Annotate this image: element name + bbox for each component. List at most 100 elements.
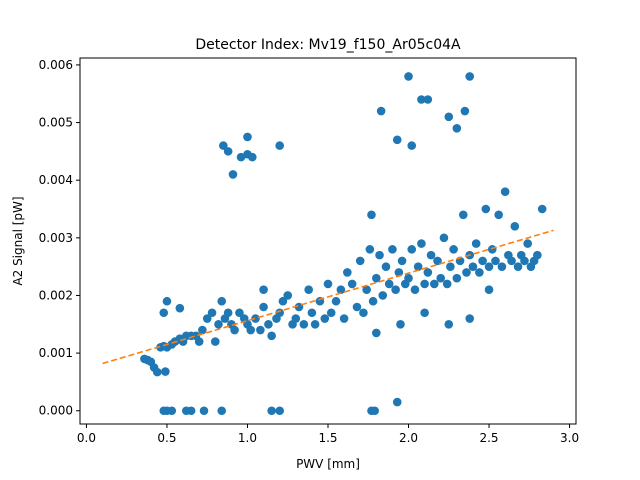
data-point (264, 319, 273, 329)
data-point (199, 406, 209, 416)
data-point (384, 279, 394, 289)
data-point (417, 239, 426, 248)
data-point (299, 319, 309, 329)
data-point (246, 325, 256, 335)
data-point (326, 308, 336, 318)
data-point (392, 135, 402, 145)
data-point (500, 187, 510, 197)
data-point (460, 106, 470, 116)
y-axis: 0.000 0.001 0.002 0.003 0.004 0.005 0.006 (39, 58, 80, 418)
data-point (510, 222, 520, 231)
data-point (223, 308, 233, 318)
x-tick-label: 2.5 (479, 431, 498, 445)
data-point (426, 250, 436, 260)
data-point (378, 291, 388, 300)
data-point (256, 325, 265, 335)
data-point (413, 262, 423, 271)
data-point (452, 124, 462, 133)
y-tick-label: 0.004 (39, 173, 73, 187)
y-tick-label: 0.005 (39, 116, 73, 130)
data-point (283, 291, 293, 300)
data-point (175, 303, 185, 313)
data-point (362, 285, 371, 295)
data-point (484, 285, 494, 295)
data-point (186, 406, 196, 416)
data-point (235, 308, 244, 318)
data-point (355, 256, 365, 266)
data-point (487, 245, 497, 254)
data-point (162, 296, 172, 306)
data-point (481, 204, 491, 214)
data-point (533, 250, 542, 260)
data-point (439, 233, 449, 243)
data-point (217, 296, 227, 306)
data-point (407, 245, 417, 254)
data-point (444, 319, 454, 329)
data-point (359, 308, 368, 318)
data-point (376, 106, 386, 116)
data-point (429, 279, 439, 289)
data-point (449, 245, 458, 254)
data-point (167, 406, 177, 416)
y-tick-label: 0.001 (39, 346, 73, 360)
data-point (236, 152, 246, 162)
data-point (259, 302, 268, 312)
fit-line (102, 229, 554, 365)
data-point (278, 296, 288, 306)
data-point (396, 319, 405, 329)
x-tick-label: 0.0 (77, 431, 96, 445)
data-point (243, 132, 252, 142)
x-axis: 0.0 0.5 1.0 1.5 2.0 2.5 3.0 (77, 424, 579, 445)
data-point (347, 279, 357, 289)
data-point (320, 314, 330, 323)
data-point (217, 406, 227, 416)
data-point (423, 95, 433, 104)
data-point (372, 273, 381, 283)
data-point (259, 285, 268, 295)
y-axis-label: A2 Signal [pW] (11, 196, 25, 285)
data-point (228, 170, 238, 179)
data-point (436, 273, 446, 283)
fit-line-group (102, 229, 554, 365)
data-point (275, 308, 284, 318)
data-point (494, 210, 504, 220)
data-point (420, 279, 429, 289)
data-point (392, 397, 402, 407)
data-point (462, 268, 471, 277)
y-tick-label: 0.003 (39, 231, 73, 245)
x-tick-label: 2.0 (399, 431, 418, 445)
data-point (507, 256, 516, 266)
data-point (381, 262, 391, 271)
data-point (375, 250, 384, 260)
data-point (223, 147, 233, 156)
data-point (471, 239, 481, 248)
data-point (159, 308, 169, 318)
data-point (391, 285, 400, 295)
x-tick-label: 0.5 (157, 431, 176, 445)
data-point (368, 296, 378, 306)
data-point (323, 279, 333, 289)
data-point (420, 308, 429, 318)
data-point (230, 325, 239, 335)
data-point (367, 210, 376, 220)
data-point (152, 367, 162, 377)
data-point (497, 262, 507, 271)
data-point (513, 262, 523, 271)
data-point (207, 308, 217, 318)
y-tick-label: 0.006 (39, 58, 73, 72)
x-axis-label: PWV [mm] (296, 457, 360, 471)
x-tick-label: 1.5 (318, 431, 337, 445)
data-point (343, 268, 352, 277)
data-point (219, 141, 228, 150)
data-point (484, 262, 494, 271)
data-point (198, 325, 207, 335)
data-point (475, 268, 484, 277)
y-tick-label: 0.000 (39, 404, 73, 418)
data-point (423, 268, 433, 277)
data-point (251, 314, 260, 323)
data-point (267, 331, 276, 341)
data-point (291, 314, 301, 323)
data-point (410, 285, 420, 295)
data-point (468, 262, 478, 271)
data-point (417, 95, 426, 104)
